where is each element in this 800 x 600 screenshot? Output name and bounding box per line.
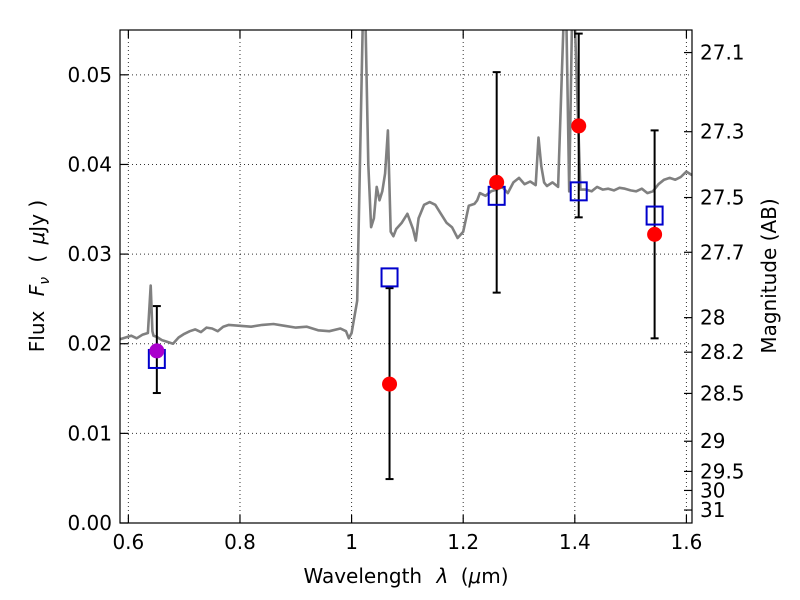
observed-point [382,376,398,392]
observed-point [571,118,587,134]
magnitude-axis-title: Magnitude (AB) [757,198,781,353]
y-tick-label: 0.05 [67,63,112,87]
x-tick-label: 0.6 [112,530,144,554]
y-tick-label: 0.04 [67,152,112,176]
magnitude-tick-label: 27.3 [700,120,745,144]
y-tick-label: 0.02 [67,332,112,356]
magnitude-tick-label: 27.7 [700,240,745,264]
observed-point [647,226,663,242]
synthetic-point [569,181,588,202]
magnitude-tick-label: 30 [700,478,725,502]
x-ticks: 0.6 0.8 1 1.2 1.4 1.6 [112,30,702,554]
magnitude-tick-label: 27.1 [700,41,745,65]
synthetic-points [147,181,664,369]
magnitude-tick-label: 27.5 [700,186,745,210]
synthetic-point [380,267,399,288]
magnitude-tick-label: 31 [700,498,725,522]
x-axis-title: Wavelength λ (μm) [303,564,508,588]
y-ticks: 0.00 0.01 0.02 0.03 0.04 0.05 [67,63,128,535]
x-tick-label: 1.6 [671,530,703,554]
magnitude-tick-label: 29.5 [700,459,745,483]
y-tick-label: 0.00 [67,511,112,535]
error-bars [152,32,659,481]
magnitude-tick-label: 29 [700,429,725,453]
y-axis-title: Flux Fν ( μJy ) [25,200,54,352]
x-tick-label: 1.2 [447,530,479,554]
synthetic-point [645,205,664,226]
observed-point [149,343,165,359]
y-tick-label: 0.03 [67,242,112,266]
model-spectrum-layer [120,30,692,346]
observed-points [149,118,663,392]
grid-lines [120,30,692,523]
x-tick-label: 1.4 [559,530,591,554]
plot-frame [119,29,693,524]
x-tick-label: 1 [345,530,358,554]
magnitude-tick-label: 28.5 [700,381,745,405]
magnitude-tick-label: 28.2 [700,340,745,364]
y-tick-label: 0.01 [67,421,112,445]
model-spectrum-line [120,30,692,346]
observed-point [489,174,505,190]
magnitude-tick-label: 28 [700,306,725,330]
x-tick-label: 0.8 [224,530,256,554]
